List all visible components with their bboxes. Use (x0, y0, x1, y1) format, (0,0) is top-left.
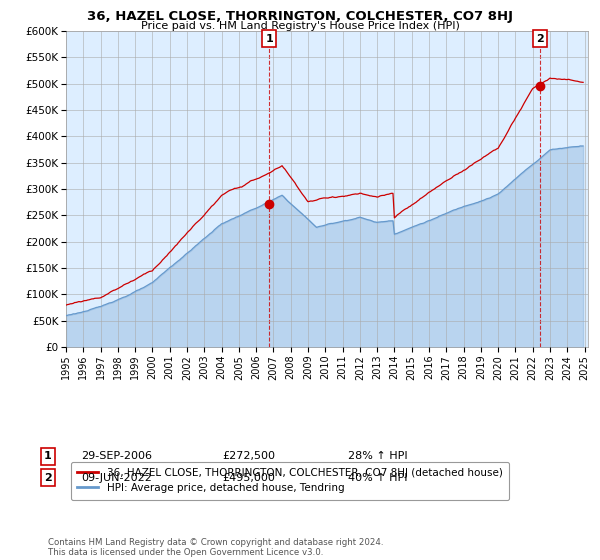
Text: £495,000: £495,000 (222, 473, 275, 483)
Legend: 36, HAZEL CLOSE, THORRINGTON, COLCHESTER, CO7 8HJ (detached house), HPI: Average: 36, HAZEL CLOSE, THORRINGTON, COLCHESTER… (71, 461, 509, 500)
Text: 1: 1 (265, 34, 273, 44)
Text: £272,500: £272,500 (222, 451, 275, 461)
Text: 2: 2 (536, 34, 544, 44)
Text: 2: 2 (44, 473, 52, 483)
Text: 1: 1 (44, 451, 52, 461)
Text: 36, HAZEL CLOSE, THORRINGTON, COLCHESTER, CO7 8HJ: 36, HAZEL CLOSE, THORRINGTON, COLCHESTER… (87, 10, 513, 23)
Text: Contains HM Land Registry data © Crown copyright and database right 2024.
This d: Contains HM Land Registry data © Crown c… (48, 538, 383, 557)
Text: 09-JUN-2022: 09-JUN-2022 (81, 473, 152, 483)
Text: 29-SEP-2006: 29-SEP-2006 (81, 451, 152, 461)
Text: 40% ↑ HPI: 40% ↑ HPI (348, 473, 407, 483)
Text: Price paid vs. HM Land Registry's House Price Index (HPI): Price paid vs. HM Land Registry's House … (140, 21, 460, 31)
Text: 28% ↑ HPI: 28% ↑ HPI (348, 451, 407, 461)
